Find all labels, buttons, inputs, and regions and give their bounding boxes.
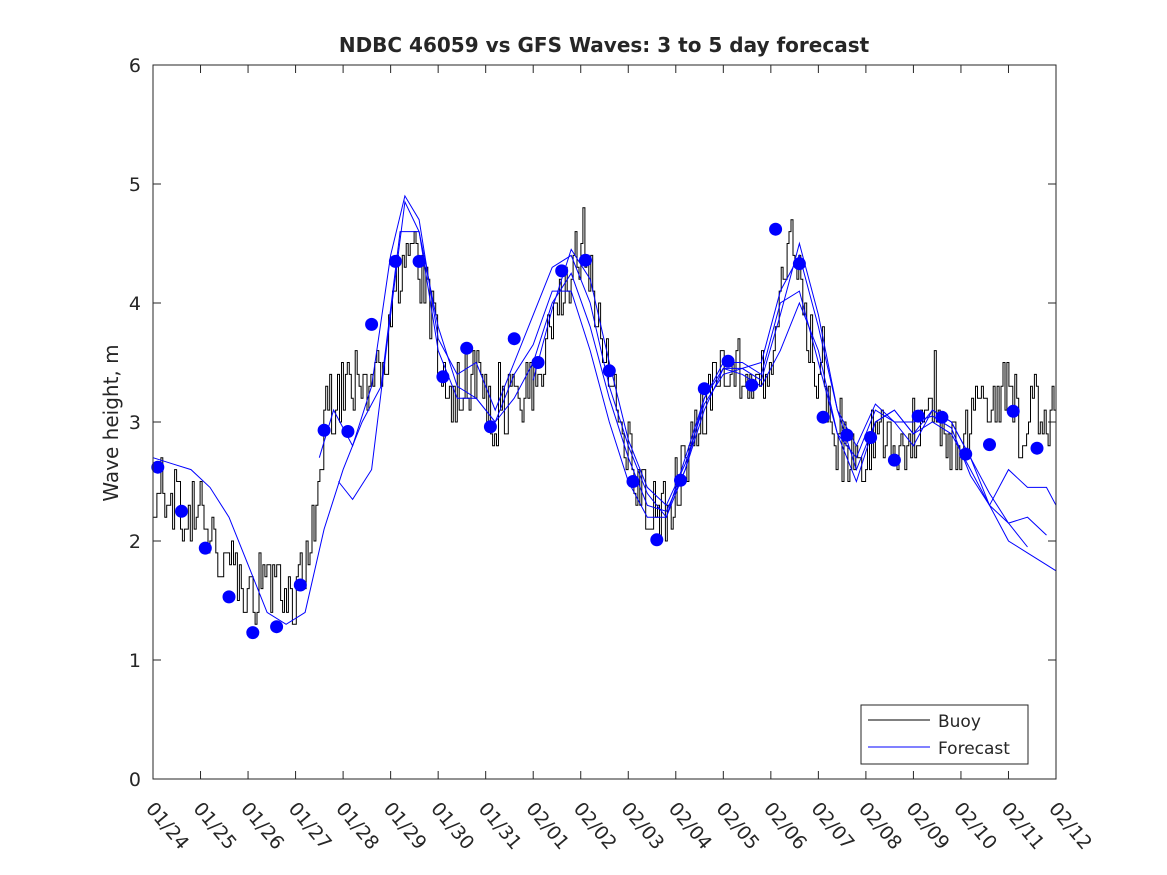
y-tick-label: 3: [129, 412, 141, 434]
chart-title: NDBC 46059 vs GFS Waves: 3 to 5 day fore…: [339, 33, 870, 57]
forecast-point: [222, 590, 236, 604]
buoy-line: [153, 207, 1056, 625]
forecast-point: [887, 453, 901, 467]
plot-frame: [152, 64, 1057, 780]
forecast-point: [745, 378, 759, 392]
forecast-point: [983, 438, 996, 452]
forecast-point: [935, 410, 949, 424]
y-tick-label: 6: [129, 55, 141, 77]
forecast-point: [816, 410, 830, 424]
forecast-point: [246, 626, 260, 640]
forecast-point: [507, 332, 521, 346]
forecast-point: [436, 370, 450, 384]
forecast-point: [1006, 404, 1020, 418]
legend-forecast-label: Forecast: [938, 739, 1010, 759]
forecast-point: [1030, 441, 1044, 455]
y-axis-label: Wave height, m: [99, 344, 123, 501]
buoy-series: [153, 207, 1056, 625]
forecast-point: [412, 254, 426, 268]
forecast-point: [792, 257, 806, 271]
forecast-point: [531, 356, 545, 369]
forecast-line: [318, 194, 1047, 536]
forecast-point: [697, 382, 711, 396]
y-tick-label: 0: [129, 769, 141, 791]
forecast-point: [911, 409, 925, 423]
forecast-point: [602, 364, 616, 378]
forecast-point: [151, 460, 165, 474]
forecast-point: [365, 317, 379, 331]
forecast-point: [579, 253, 592, 267]
forecast-series: [152, 194, 1057, 625]
forecast-line: [532, 241, 1057, 507]
forecast-point: [270, 620, 284, 634]
forecast-point: [483, 420, 497, 434]
forecast-point: [721, 354, 735, 368]
forecast-point: [555, 264, 569, 278]
forecast-point: [175, 504, 188, 518]
forecast-line: [152, 231, 1057, 625]
forecast-points: [151, 222, 1044, 640]
legend-box: [860, 704, 1029, 765]
y-tick-label: 5: [129, 174, 141, 196]
forecast-point: [293, 578, 307, 592]
legend-buoy-label: Buoy: [938, 712, 981, 732]
y-tick-label: 4: [129, 293, 141, 315]
forecast-point: [769, 222, 783, 236]
forecast-point: [460, 341, 474, 355]
forecast-point: [959, 447, 973, 461]
forecast-point: [674, 473, 687, 487]
forecast-point: [198, 541, 212, 555]
forecast-point: [650, 533, 664, 547]
forecast-point: [840, 428, 854, 442]
forecast-point: [626, 475, 640, 488]
forecast-point: [317, 423, 331, 437]
forecast-point: [864, 431, 878, 444]
forecast-point: [341, 425, 355, 438]
y-tick-label: 1: [129, 650, 141, 672]
y-tick-label: 2: [129, 531, 141, 553]
forecast-point: [388, 254, 402, 268]
chart-legend: Buoy Forecast: [860, 704, 1029, 765]
